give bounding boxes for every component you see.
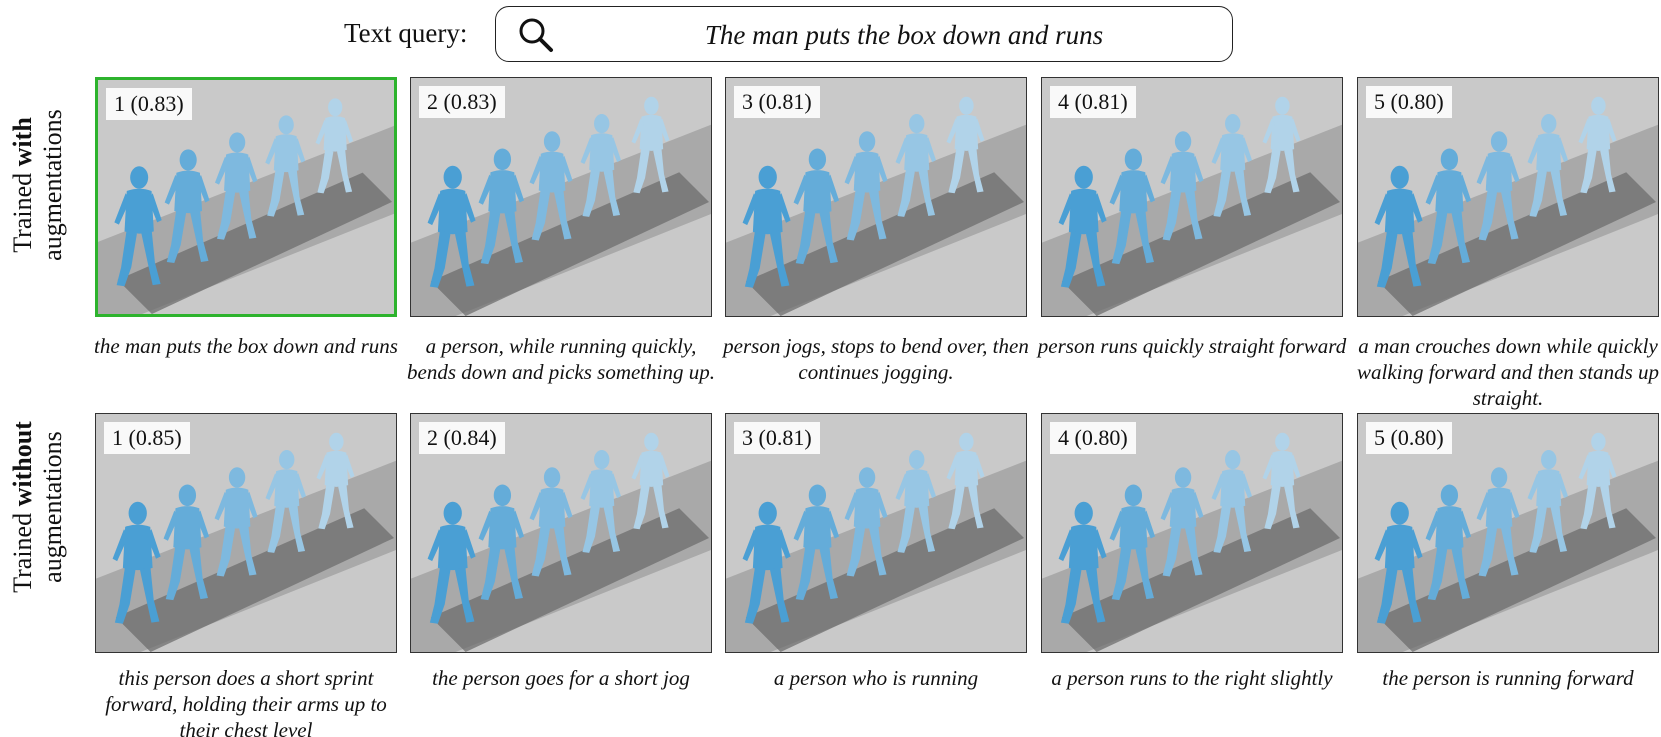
motion-render: 1 (0.83) <box>95 77 397 317</box>
motion-render: 2 (0.84) <box>410 413 712 653</box>
row-label-without-augmentations: Trained without augmentations <box>8 367 68 647</box>
result-caption: a person, while running quickly, bends d… <box>404 333 718 385</box>
rank-score-badge: 2 (0.83) <box>419 86 505 118</box>
rank-score-badge: 3 (0.81) <box>734 86 820 118</box>
rank-score-badge: 1 (0.85) <box>104 422 190 454</box>
result-caption: person runs quickly straight forward <box>1035 333 1349 359</box>
rank-score-badge: 4 (0.80) <box>1050 422 1136 454</box>
result-caption: a person who is running <box>719 665 1033 691</box>
motion-render: 5 (0.80) <box>1357 413 1659 653</box>
motion-render: 4 (0.81) <box>1041 77 1343 317</box>
result-caption: this person does a short sprint forward,… <box>89 665 403 737</box>
rank-score-badge: 1 (0.83) <box>106 88 192 120</box>
rank-score-badge: 5 (0.80) <box>1366 422 1452 454</box>
rank-score-badge: 2 (0.84) <box>419 422 505 454</box>
rank-score-badge: 5 (0.80) <box>1366 86 1452 118</box>
motion-render: 3 (0.81) <box>725 77 1027 317</box>
result-caption: the person goes for a short jog <box>404 665 718 691</box>
result-caption: a person runs to the right slightly <box>1035 665 1349 691</box>
result-caption: person jogs, stops to bend over, then co… <box>719 333 1033 385</box>
result-caption: a man crouches down while quickly walkin… <box>1351 333 1661 411</box>
motion-render: 5 (0.80) <box>1357 77 1659 317</box>
result-caption: the man puts the box down and runs <box>89 333 403 359</box>
rank-score-badge: 3 (0.81) <box>734 422 820 454</box>
motion-render: 4 (0.80) <box>1041 413 1343 653</box>
result-caption: the person is running forward <box>1351 665 1661 691</box>
motion-render: 3 (0.81) <box>725 413 1027 653</box>
row-label-with-augmentations: Trained with augmentations <box>8 45 68 325</box>
motion-render: 1 (0.85) <box>95 413 397 653</box>
results-grid: 1 (0.83) the man puts the box down and ru… <box>95 0 1661 737</box>
rank-score-badge: 4 (0.81) <box>1050 86 1136 118</box>
motion-render: 2 (0.83) <box>410 77 712 317</box>
